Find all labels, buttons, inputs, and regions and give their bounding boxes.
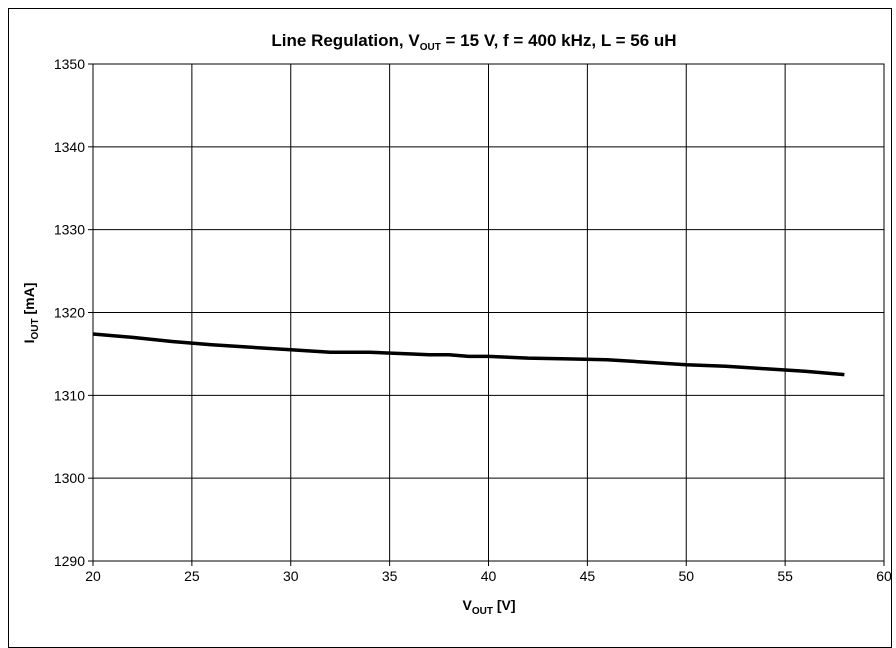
x-tick-label: 55 (777, 568, 793, 584)
line-chart: Line Regulation, VOUT = 15 V, f = 400 kH… (21, 31, 892, 617)
x-tick-label: 35 (382, 568, 398, 584)
y-tick-label: 1330 (54, 222, 85, 238)
x-tick-label: 60 (876, 568, 892, 584)
y-tick-label: 1350 (54, 56, 85, 72)
y-tick-label: 1320 (54, 305, 85, 321)
plot-area: 20 25 30 35 40 45 50 55 60 1350 1340 1330 1320 1310 13… (54, 56, 892, 584)
x-tick-label: 40 (481, 568, 497, 584)
x-tick-label: 45 (580, 568, 596, 584)
y-axis-label: IOUT [mA] (21, 283, 41, 344)
chart-title: Line Regulation, VOUT = 15 V, f = 400 kH… (271, 31, 676, 53)
y-tick-label: 1290 (54, 553, 85, 569)
x-tick-label: 50 (678, 568, 694, 584)
x-tick-label: 20 (85, 568, 101, 584)
x-tick-label: 30 (283, 568, 299, 584)
x-axis-label: VOUT [V] (462, 597, 515, 617)
y-tick-label: 1340 (54, 139, 85, 155)
y-tick-label: 1300 (54, 470, 85, 486)
x-tick-label: 25 (184, 568, 200, 584)
y-tick-label: 1310 (54, 387, 85, 403)
series-line (92, 332, 845, 377)
